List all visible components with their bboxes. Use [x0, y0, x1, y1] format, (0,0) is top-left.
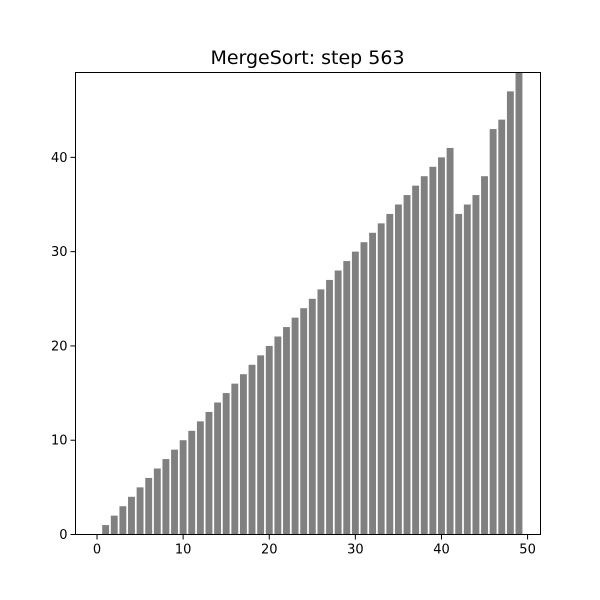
bar [196, 421, 204, 535]
bar [429, 166, 437, 535]
y-axis: 0 10 20 30 40 [51, 151, 76, 543]
bar [102, 525, 110, 535]
bar [162, 459, 170, 535]
bar [481, 176, 488, 535]
bar [171, 449, 178, 535]
plot-frame [75, 72, 541, 535]
bar [386, 213, 394, 535]
bar [308, 298, 316, 535]
bar [110, 515, 118, 535]
bar [153, 468, 161, 535]
bar [489, 129, 497, 535]
bar [145, 477, 153, 535]
bar [420, 176, 428, 535]
bar [291, 317, 299, 535]
bar [239, 374, 247, 535]
bar [463, 204, 471, 535]
bar [265, 345, 273, 535]
x-tick-label: 0 [93, 543, 101, 558]
bar [179, 440, 187, 535]
bar [377, 223, 385, 535]
chart-title: MergeSort: step 563 [210, 47, 404, 69]
bar [231, 383, 239, 535]
bar [222, 393, 230, 535]
bar [506, 91, 514, 535]
bar [283, 327, 290, 535]
x-tick-label: 30 [347, 543, 364, 558]
bar [438, 157, 445, 535]
x-axis: 0 10 20 30 40 50 [93, 534, 536, 558]
bar [214, 402, 222, 535]
y-tick-label: 30 [51, 245, 68, 260]
bar [343, 261, 351, 535]
bar [455, 213, 463, 535]
bar [274, 336, 282, 535]
bar [446, 147, 454, 535]
bar [498, 119, 506, 535]
bar [403, 195, 411, 535]
bar [334, 270, 342, 535]
y-tick-label: 0 [59, 528, 67, 543]
bar [326, 279, 333, 535]
x-tick-label: 20 [261, 543, 278, 558]
bar [412, 185, 420, 535]
x-tick-label: 50 [519, 543, 536, 558]
bar [360, 242, 368, 535]
bar [128, 496, 135, 535]
bar [248, 364, 256, 535]
y-tick-label: 20 [51, 339, 68, 354]
bar [394, 204, 402, 535]
bar [515, 72, 523, 535]
bar [369, 232, 377, 535]
bar-series [102, 72, 523, 535]
bar [317, 289, 325, 535]
x-tick-label: 10 [175, 543, 192, 558]
bar [300, 308, 308, 535]
x-tick-label: 40 [433, 543, 450, 558]
bar [257, 355, 265, 535]
bar [119, 506, 127, 535]
y-tick-label: 40 [51, 151, 68, 166]
bar [351, 251, 359, 535]
bar [188, 430, 196, 535]
bar [205, 411, 213, 535]
bar [136, 487, 144, 535]
bar [472, 195, 480, 535]
y-tick-label: 10 [51, 434, 68, 449]
